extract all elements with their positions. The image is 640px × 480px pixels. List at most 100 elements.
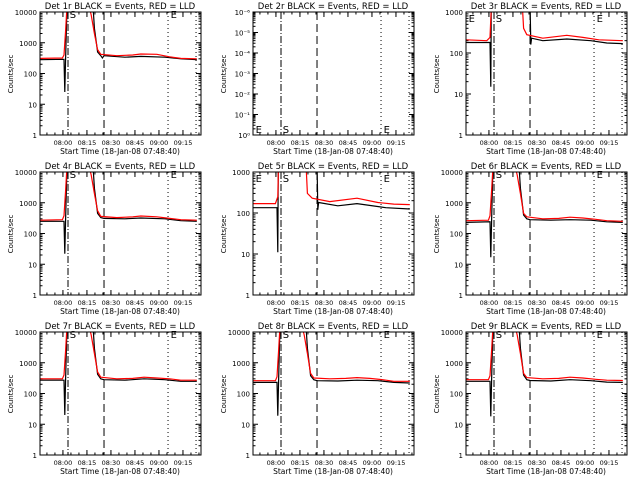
panel-title: Det 7r BLACK = Events, RED = LLD <box>45 322 196 332</box>
annotation-label: E <box>171 10 177 21</box>
y-tick-label: 1000 <box>232 169 250 177</box>
lld-series-line <box>40 12 197 60</box>
x-tick-label: 09:00 <box>150 139 169 147</box>
x-tick-label: 08:30 <box>102 299 121 307</box>
x-axis-label: Start Time (18-Jan-08 07:48:40) <box>60 147 180 156</box>
detector-panel: Det 9r BLACK = Events, RED = LLD 1 10 100 10… <box>426 320 639 480</box>
y-tick-label: 10⁻² <box>235 91 251 99</box>
y-tick-label: 1 <box>459 292 463 300</box>
y-axis-label: Counts/sec <box>433 55 441 94</box>
x-tick-label: 08:00 <box>267 139 286 147</box>
detector-panel: Det 4r BLACK = Events, RED = LLD 1 10 100 10… <box>0 160 213 320</box>
x-tick-label: 08:30 <box>528 299 547 307</box>
y-axis-label: Counts/sec <box>7 215 15 254</box>
y-tick-label: 10 <box>454 261 463 269</box>
x-tick-label: 09:15 <box>387 139 406 147</box>
y-axis-label: Counts/sec <box>220 375 228 414</box>
panel-plot: Det 4r BLACK = Events, RED = LLD 1 10 100 10… <box>7 162 202 316</box>
lld-series-line <box>253 332 410 382</box>
x-tick-label: 08:15 <box>291 459 310 467</box>
annotation-label: E <box>256 125 262 136</box>
x-tick-label: 08:45 <box>339 299 358 307</box>
x-tick-label: 09:00 <box>363 459 382 467</box>
x-tick-label: 08:00 <box>54 459 73 467</box>
x-tick-label: 09:00 <box>150 459 169 467</box>
x-tick-label: 08:00 <box>480 139 499 147</box>
x-tick-label: 08:30 <box>315 459 334 467</box>
x-tick-label: 08:30 <box>315 299 334 307</box>
annotation-label: S <box>496 330 502 341</box>
y-tick-label: 1000 <box>445 9 463 17</box>
y-tick-label: 1000 <box>19 360 37 368</box>
y-tick-label: 10 <box>28 421 37 429</box>
annotation-label: S <box>70 330 76 341</box>
annotation-label: E <box>171 170 177 181</box>
x-tick-label: 08:00 <box>54 139 73 147</box>
lld-series-line <box>466 172 623 222</box>
y-tick-label: 1 <box>459 132 463 140</box>
x-tick-label: 08:15 <box>291 139 310 147</box>
x-tick-label: 09:15 <box>174 299 193 307</box>
y-tick-label: 1000 <box>19 40 37 48</box>
x-axis-label: Start Time (18-Jan-08 07:48:40) <box>273 147 393 156</box>
x-tick-label: 08:00 <box>54 299 73 307</box>
plot-frame <box>252 11 415 136</box>
y-tick-label: 1000 <box>19 200 37 208</box>
panel-title: Det 3r BLACK = Events, RED = LLD <box>471 2 622 12</box>
x-tick-label: 08:00 <box>480 299 499 307</box>
x-tick-label: 08:15 <box>78 139 97 147</box>
x-tick-label: 08:45 <box>339 139 358 147</box>
y-axis-label: Counts/sec <box>433 215 441 254</box>
plot-frame <box>465 331 628 456</box>
annotation-label: E <box>469 14 475 25</box>
y-tick-label: 10000 <box>228 329 250 337</box>
y-tick-label: 10 <box>28 261 37 269</box>
plot-frame <box>252 331 415 456</box>
panel-title: Det 8r BLACK = Events, RED = LLD <box>258 322 409 332</box>
y-tick-label: 10⁻⁴ <box>235 50 251 58</box>
x-tick-label: 09:00 <box>363 139 382 147</box>
y-tick-label: 10000 <box>15 329 37 337</box>
events-series-line <box>253 172 410 253</box>
panel-plot: Det 1r BLACK = Events, RED = LLD 1 10 100 10… <box>7 2 202 156</box>
x-tick-label: 08:00 <box>480 459 499 467</box>
x-axis-label: Start Time (18-Jan-08 07:48:40) <box>60 307 180 316</box>
y-tick-label: 100 <box>24 231 37 239</box>
panel-title: Det 2r BLACK = Events, RED = LLD <box>258 2 409 12</box>
x-tick-label: 08:45 <box>552 459 571 467</box>
x-tick-label: 09:00 <box>576 459 595 467</box>
detector-panel: Det 2r BLACK = Events, RED = LLD 10⁰ 10⁻¹ 1… <box>213 0 426 160</box>
detector-panel: Det 1r BLACK = Events, RED = LLD 1 10 100 10… <box>0 0 213 160</box>
detector-panel: Det 7r BLACK = Events, RED = LLD 1 10 100 10… <box>0 320 213 480</box>
annotation-label: E <box>384 330 390 341</box>
x-tick-label: 08:30 <box>528 139 547 147</box>
x-tick-label: 08:45 <box>126 139 145 147</box>
y-tick-label: 100 <box>24 71 37 79</box>
annotation-label: E <box>384 125 390 136</box>
y-tick-label: 10000 <box>441 169 463 177</box>
y-axis-label: Counts/sec <box>220 55 228 94</box>
x-axis-label: Start Time (18-Jan-08 07:48:40) <box>486 147 606 156</box>
panel-plot: Det 2r BLACK = Events, RED = LLD 10⁰ 10⁻¹ 1… <box>220 2 415 156</box>
x-tick-label: 08:15 <box>78 459 97 467</box>
y-tick-label: 100 <box>450 231 463 239</box>
x-tick-label: 08:45 <box>126 299 145 307</box>
detector-panel: Det 6r BLACK = Events, RED = LLD 1 10 100 10… <box>426 160 639 320</box>
x-tick-label: 08:15 <box>291 299 310 307</box>
annotation-label: S <box>70 10 76 21</box>
x-tick-label: 08:30 <box>315 139 334 147</box>
x-tick-label: 09:00 <box>150 299 169 307</box>
panel-title: Det 4r BLACK = Events, RED = LLD <box>45 162 196 172</box>
y-tick-label: 1 <box>33 292 37 300</box>
y-axis-label: Counts/sec <box>7 55 15 94</box>
x-tick-label: 08:15 <box>504 459 523 467</box>
y-tick-label: 1 <box>246 452 250 460</box>
y-axis-label: Counts/sec <box>220 215 228 254</box>
annotation-label: S <box>70 170 76 181</box>
panel-title: Det 6r BLACK = Events, RED = LLD <box>471 162 622 172</box>
y-tick-label: 1000 <box>232 360 250 368</box>
y-tick-label: 10000 <box>15 169 37 177</box>
lld-series-line <box>253 172 410 206</box>
x-tick-label: 09:15 <box>600 299 619 307</box>
plot-frame <box>39 11 202 136</box>
